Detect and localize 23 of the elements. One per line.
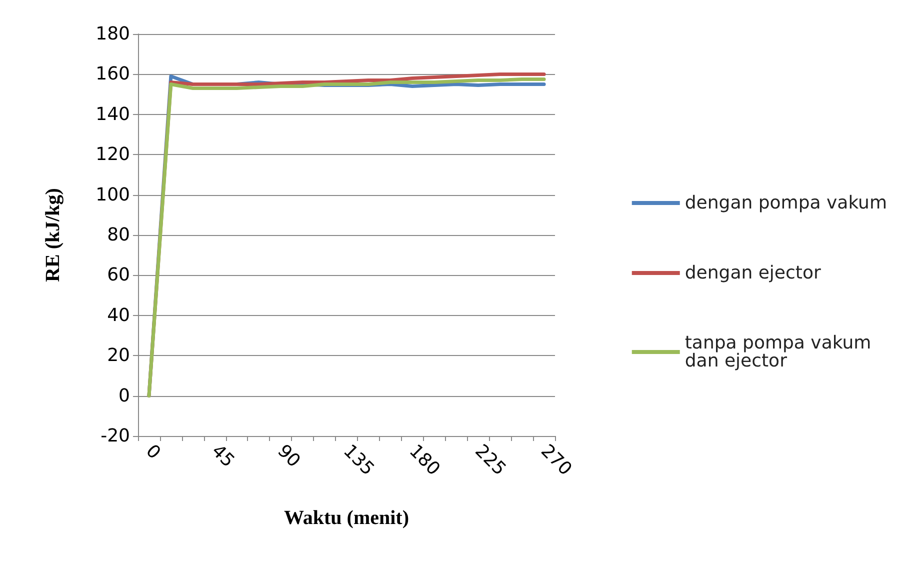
y-tick-label: 20: [107, 345, 130, 366]
x-tick-label: 135: [339, 440, 378, 480]
y-axis-title: RE (kJ/kg): [42, 188, 64, 282]
y-tick-label: -20: [100, 426, 130, 446]
x-tick-label: 0: [142, 440, 164, 464]
y-tick-label: 120: [96, 144, 130, 166]
y-tick-label: 60: [107, 264, 130, 286]
x-tick-label: 45: [207, 440, 238, 472]
y-tick-label: 0: [118, 385, 130, 406]
y-tick-label: 80: [107, 224, 130, 246]
x-axis-title: Waktu (menit): [284, 507, 409, 529]
x-tick-label: 180: [404, 440, 444, 480]
y-tick-label: 100: [96, 184, 130, 206]
legend-label: dengan ejector: [684, 262, 822, 284]
legend-label: tanpa pompa vakum dan ejector: [684, 332, 872, 372]
x-tick-label: 270: [536, 440, 576, 480]
y-tick-label: 160: [96, 64, 130, 85]
x-tick-label: 225: [470, 440, 510, 480]
y-tick-label: 140: [96, 104, 130, 125]
y-tick-label: 180: [96, 24, 130, 44]
x-tick-label: 90: [273, 440, 304, 472]
legend-label: dengan pompa vakum: [684, 192, 887, 214]
y-tick-label: 40: [107, 304, 130, 326]
